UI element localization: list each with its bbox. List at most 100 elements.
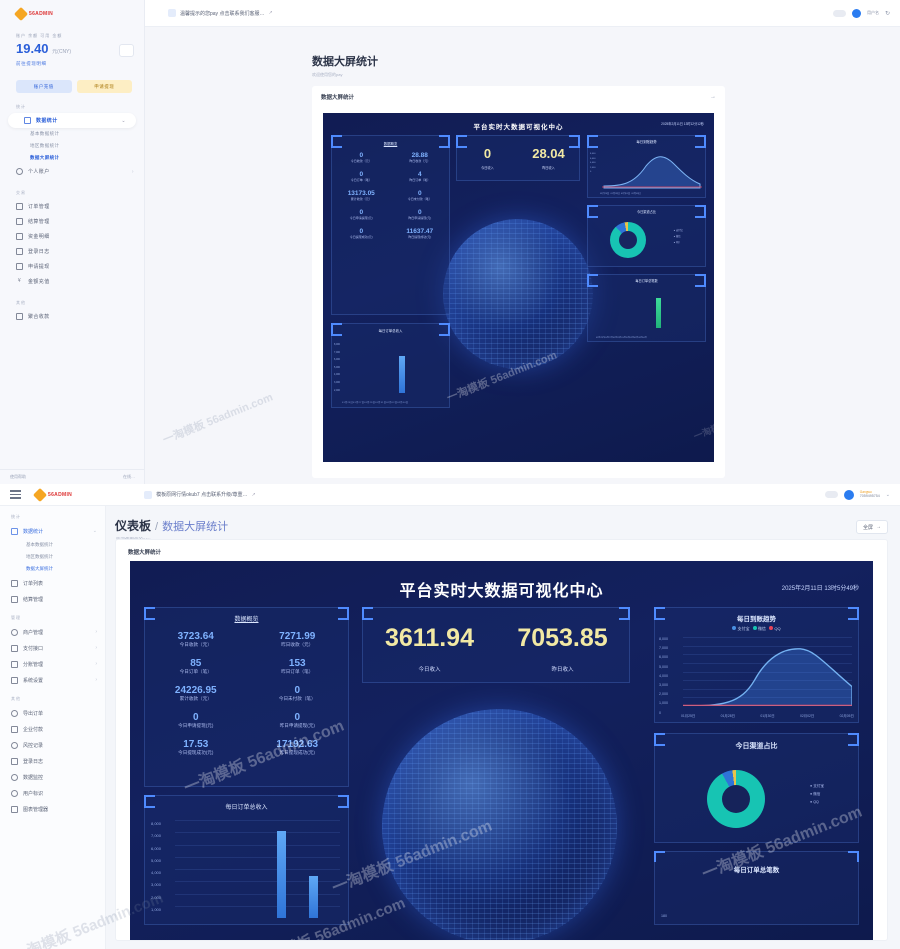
legend-item[interactable]: 微信 bbox=[752, 626, 766, 631]
stat-value: 153 bbox=[288, 658, 306, 669]
sidebar-item-company-pay[interactable]: 企业付款 bbox=[0, 721, 105, 737]
globe-visual bbox=[382, 709, 617, 940]
sidebar-item-order-list[interactable]: 订单列表 bbox=[0, 575, 105, 591]
legend-item[interactable]: 支付宝 bbox=[732, 626, 749, 631]
sidebar-item-aggregate-pay[interactable]: 聚合收款 bbox=[0, 309, 144, 324]
settle-icon bbox=[16, 218, 23, 225]
sidebar-item-label: 支付接口 bbox=[23, 645, 44, 652]
bigscreen-title: 平台实时大数据可视化中心 bbox=[399, 583, 604, 600]
bar-chart-icon[interactable] bbox=[119, 44, 134, 57]
stat-label: 昨日订单（笔） bbox=[409, 178, 431, 182]
help-link[interactable]: 使用帮助 bbox=[10, 474, 26, 479]
header-tab[interactable]: 模板原网行情okub7 点击联系升级/尊重… ↗ bbox=[144, 490, 256, 499]
sidebar-item-funds-detail[interactable]: 资金明细 bbox=[0, 229, 144, 244]
sidebar-item-login-log[interactable]: 登录日志 bbox=[0, 244, 144, 259]
highlight-panel: 0 今日收入 28.04 昨日收入 bbox=[456, 135, 580, 181]
x-axis-labels: 01月25日01月27日01月29日01月31日02月02日02月04日 bbox=[596, 337, 647, 339]
sidebar-sub-basic-stats[interactable]: 基本数据统计 bbox=[26, 542, 53, 547]
external-link-icon[interactable]: ↗ bbox=[268, 10, 273, 16]
sidebar-item-recharge[interactable]: ¥ 金额充值 bbox=[0, 274, 144, 289]
top-window: 56ADMIN 账户 余额 可用 金额 19.40 元(CNY) 前往提现明细 … bbox=[0, 0, 900, 484]
brand-logo[interactable]: 56ADMIN bbox=[0, 0, 144, 22]
sidebar-item-settlement[interactable]: 结算管理 bbox=[0, 214, 144, 229]
bar-left-plot bbox=[175, 820, 340, 918]
sidebar-item-label: 订单管理 bbox=[28, 204, 50, 210]
sidebar-item-login-log[interactable]: 登录日志 bbox=[0, 753, 105, 769]
overview-title: 数据概览 bbox=[234, 617, 259, 623]
legend-item[interactable]: QQ bbox=[769, 626, 781, 631]
stat-value: 17192.63 bbox=[276, 739, 319, 750]
header-tab[interactable]: 温馨提示的您pay 点击联系我们客服… ↗ bbox=[168, 9, 273, 17]
sidebar-item-data-stats[interactable]: 数据统计 ⌄ bbox=[8, 113, 136, 128]
sidebar-item-user-tag[interactable]: 用户标识 bbox=[0, 785, 105, 801]
sidebar-group-title: 其他 bbox=[11, 696, 21, 701]
sidebar-item-personal-account[interactable]: 个人账户 › bbox=[0, 164, 144, 179]
y-axis-labels: 8,000 7,000 6,000 5,000 4,000 3,000 2,000 bbox=[334, 343, 340, 392]
withdraw-button[interactable]: 申请提现 bbox=[76, 80, 132, 93]
sidebar-item-split-mgmt[interactable]: 分账管理 › bbox=[0, 656, 105, 672]
sidebar-item-merchant-mgmt[interactable]: 商户管理 › bbox=[0, 624, 105, 640]
sidebar-sub-region-stats[interactable]: 地区数据统计 bbox=[26, 554, 53, 559]
sidebar-item-data-stats[interactable]: 数据统计 ⌄ bbox=[0, 523, 105, 539]
stat-cell: 0 今日申请提现(元) bbox=[145, 712, 247, 729]
y-axis-labels: 180 bbox=[661, 914, 667, 918]
fullscreen-button[interactable]: 全屏 → bbox=[855, 520, 888, 534]
sidebar-item-system-settings[interactable]: 系统设置 › bbox=[0, 672, 105, 688]
x-tick: 02月05日 bbox=[839, 714, 854, 718]
bottom-window: 56ADMIN 模板原网行情okub7 点击联系升级/尊重… ↗ Gangwu … bbox=[0, 484, 900, 949]
globe-visual bbox=[443, 219, 593, 369]
external-link-icon[interactable]: ↗ bbox=[251, 491, 256, 498]
sidebar-sub-bigscreen-stats[interactable]: 数据大屏统计 bbox=[30, 155, 60, 160]
recharge-button[interactable]: 账户充值 bbox=[16, 80, 72, 93]
sidebar-item-data-monitor[interactable]: 数据监控 bbox=[0, 769, 105, 785]
sidebar-item-chart-mgr[interactable]: 图表管理器 bbox=[0, 801, 105, 817]
stat-cell: 0 今日订单（笔） bbox=[332, 171, 391, 182]
sidebar-item-apply-withdraw[interactable]: 申请提现 bbox=[0, 259, 144, 274]
stat-label: 今日申请提现(元) bbox=[349, 216, 373, 220]
refresh-icon[interactable]: ↻ bbox=[884, 10, 890, 17]
sidebar-sub-basic-stats[interactable]: 基本数据统计 bbox=[30, 131, 60, 136]
donut-panel: 今日渠道占比 ● 支付宝 ● 微信 ● QQ bbox=[587, 205, 706, 267]
avatar[interactable] bbox=[843, 489, 854, 500]
legend-item[interactable]: ● 微信 bbox=[810, 792, 821, 796]
highlight-value: 0 bbox=[483, 146, 492, 161]
brand-logo[interactable]: 56ADMIN bbox=[32, 487, 72, 502]
sidebar-sub-region-stats[interactable]: 地区数据统计 bbox=[30, 143, 60, 148]
chart-title: 每日到账趋势 bbox=[636, 140, 657, 144]
chevron-right-icon: › bbox=[95, 645, 97, 651]
breadcrumb-root[interactable]: 仪表板 bbox=[115, 519, 152, 533]
highlight-yesterday: 28.04 昨日收入 bbox=[518, 146, 579, 170]
sidebar-sub-bigscreen-stats[interactable]: 数据大屏统计 bbox=[26, 566, 53, 571]
chevron-down-icon[interactable]: ⌄ bbox=[885, 491, 890, 498]
legend-item[interactable]: ● 支付宝 bbox=[810, 784, 824, 788]
sidebar-item-payment-api[interactable]: 支付接口 › bbox=[0, 640, 105, 656]
withdraw-detail-link[interactable]: 前往提现明细 bbox=[16, 61, 47, 66]
sidebar-item-risk-log[interactable]: 风控记录 bbox=[0, 737, 105, 753]
sidebar-item-settlement[interactable]: 结算管理 bbox=[0, 591, 105, 607]
chart-title: 每日订单总收入 bbox=[378, 329, 403, 333]
arrow-right-icon[interactable]: → bbox=[710, 94, 716, 100]
arrow-right-icon: → bbox=[876, 524, 881, 530]
hamburger-icon[interactable] bbox=[10, 490, 21, 499]
user-block[interactable]: Gangwu 7059495754 bbox=[860, 490, 880, 499]
sidebar-item-label: 金额充值 bbox=[28, 279, 50, 285]
theme-toggle[interactable] bbox=[832, 9, 846, 17]
stat-value: 28.88 bbox=[411, 152, 428, 159]
bigscreen-title: 平台实时大数据可视化中心 bbox=[473, 124, 564, 131]
theme-toggle[interactable] bbox=[824, 491, 838, 498]
top-sidebar: 56ADMIN 账户 余额 可用 金额 19.40 元(CNY) 前往提现明细 … bbox=[0, 0, 145, 484]
sidebar-item-label: 商户管理 bbox=[23, 629, 44, 636]
stat-cell: 7271.99 昨日收款（元） bbox=[247, 631, 349, 648]
highlight-value: 7053.85 bbox=[517, 623, 608, 652]
highlight-label: 昨日收入 bbox=[551, 666, 574, 673]
sidebar-item-label: 数据统计 bbox=[23, 528, 44, 535]
sidebar-item-export-orders[interactable]: 导出订单 bbox=[0, 705, 105, 721]
header-tab-label: 温馨提示的您pay 点击联系我们客服… bbox=[180, 10, 265, 17]
monitor-icon bbox=[11, 773, 18, 781]
breadcrumb-separator: / bbox=[155, 521, 159, 533]
sidebar-item-label: 资金明细 bbox=[28, 234, 50, 240]
grid-icon bbox=[11, 527, 18, 535]
legend-item[interactable]: ● QQ bbox=[810, 800, 819, 804]
sidebar-item-order-mgmt[interactable]: 订单管理 bbox=[0, 199, 144, 214]
avatar[interactable] bbox=[851, 8, 861, 18]
